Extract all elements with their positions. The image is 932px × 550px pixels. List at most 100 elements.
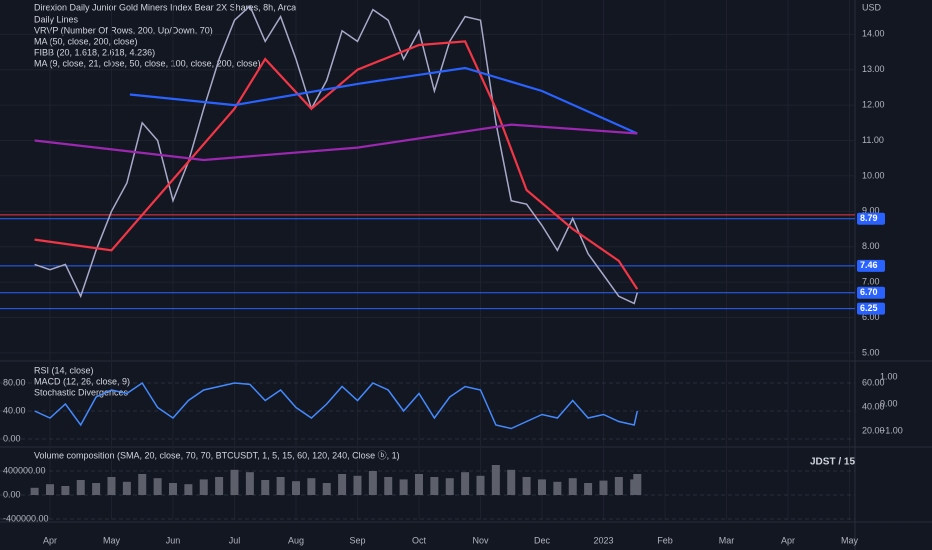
volume-bar: [568, 478, 577, 495]
volume-bar: [368, 470, 377, 495]
y3-tick-label: 60.00: [862, 377, 885, 387]
x-tick-label: Apr: [781, 535, 795, 545]
volume-bar: [430, 476, 439, 495]
indicator-label: VRVP (Number Of Rows, 200, Up/Down, 70): [34, 25, 213, 35]
y-tick-label: 0.00: [3, 489, 21, 499]
y-tick-label: 12.00: [862, 100, 885, 110]
series-line: [34, 4, 639, 305]
volume-bar: [599, 480, 608, 495]
currency: USD: [862, 2, 882, 12]
indicator-label: Daily Lines: [34, 14, 79, 24]
volume-bar: [553, 481, 562, 495]
volume-bar: [30, 487, 39, 495]
y-tick-label: 8.00: [862, 241, 880, 251]
volume-bar: [322, 482, 331, 495]
volume-bar: [491, 464, 500, 495]
volume-bar: [614, 476, 623, 495]
y-tick-label: 6.00: [862, 312, 880, 322]
volume-bar: [507, 469, 516, 495]
y-tick-label: 9.00: [862, 206, 880, 216]
volume-bar: [291, 481, 300, 495]
y-tick-label: 80.00: [3, 377, 26, 387]
x-tick-label: May: [841, 535, 859, 545]
series-line: [129, 66, 638, 135]
volume-bar: [261, 479, 270, 495]
x-tick-label: 2023: [593, 535, 613, 545]
x-tick-label: Jun: [166, 535, 181, 545]
y-tick-label: 11.00: [862, 135, 884, 145]
volume-bar: [633, 473, 642, 495]
volume-bar: [338, 473, 347, 495]
volume-bar: [476, 475, 485, 495]
pane-subtitle: MACD (12, 26, close, 9): [34, 376, 130, 386]
x-tick-label: Jul: [229, 535, 241, 545]
y3-tick-label: 20.00: [862, 425, 885, 435]
volume-bar: [276, 476, 285, 495]
y-tick-label: 400000.00: [3, 465, 46, 475]
series-line: [34, 381, 639, 430]
y-tick-label: 7.00: [862, 276, 880, 286]
volume-bar: [353, 475, 362, 495]
volume-bar: [153, 478, 162, 495]
volume-bar: [168, 482, 177, 495]
y-tick-label: 14.00: [862, 29, 885, 39]
y-tick-label: 0.00: [3, 433, 21, 443]
x-tick-label: Feb: [657, 535, 673, 545]
volume-bar: [461, 472, 470, 495]
price-label: 6.70: [860, 287, 878, 297]
y-tick-label: 10.00: [862, 170, 885, 180]
volume-bar: [584, 482, 593, 495]
price-label-bg: [857, 302, 885, 315]
volume-bar: [122, 481, 131, 495]
series-line: [34, 40, 639, 290]
indicator-label: MA (50, close, 200, close): [34, 36, 138, 46]
symbol: JDST / 15: [810, 457, 855, 468]
volume-bar: [107, 476, 116, 495]
volume-bar: [399, 479, 408, 495]
volume-bar: [445, 478, 454, 495]
x-tick-label: Aug: [288, 535, 304, 545]
x-tick-label: Mar: [719, 535, 735, 545]
chart-title: Direxion Daily Junior Gold Miners Index …: [34, 2, 296, 12]
volume-bar: [522, 476, 531, 495]
price-label-bg: [857, 212, 885, 225]
x-tick-label: Sep: [349, 535, 365, 545]
y-tick-label: 13.00: [862, 64, 885, 74]
pane-subtitle: Stochastic Divergences: [34, 387, 129, 397]
x-tick-label: Dec: [534, 535, 551, 545]
x-tick-label: May: [103, 535, 121, 545]
y2-tick-label: 1.00: [880, 371, 898, 381]
volume-bar: [184, 484, 193, 495]
volume-bar: [384, 476, 393, 495]
volume-bar: [45, 484, 54, 495]
y2-tick-label: 0.00: [880, 398, 898, 408]
indicator-label: MA (9, close, 21, close, 50, close, 100,…: [34, 58, 261, 68]
price-label: 6.25: [860, 303, 878, 313]
volume-bar: [537, 479, 546, 495]
price-label-bg: [857, 259, 885, 272]
pane-title: RSI (14, close): [34, 365, 94, 375]
price-label: 8.79: [860, 213, 878, 223]
y-tick-label: 40.00: [3, 405, 26, 415]
x-tick-label: Oct: [412, 535, 427, 545]
volume-bar: [414, 473, 423, 495]
x-tick-label: Apr: [43, 535, 57, 545]
volume-bar: [61, 485, 70, 495]
y-tick-label: -400000.00: [3, 513, 49, 523]
y-tick-label: 5.00: [862, 347, 880, 357]
y3-tick-label: 40.00: [862, 401, 885, 411]
volume-bar: [92, 482, 101, 495]
price-label: 7.46: [860, 260, 878, 270]
volume-bar: [138, 473, 147, 495]
y2-tick-label: −1.00: [880, 425, 903, 435]
price-label-bg: [857, 286, 885, 299]
volume-bar: [307, 478, 316, 495]
volume-bar: [215, 476, 224, 495]
volume-bar: [245, 472, 254, 495]
volume-bar: [230, 469, 239, 495]
volume-bar: [76, 479, 85, 495]
x-tick-label: Nov: [472, 535, 489, 545]
volume-bar: [199, 479, 208, 495]
